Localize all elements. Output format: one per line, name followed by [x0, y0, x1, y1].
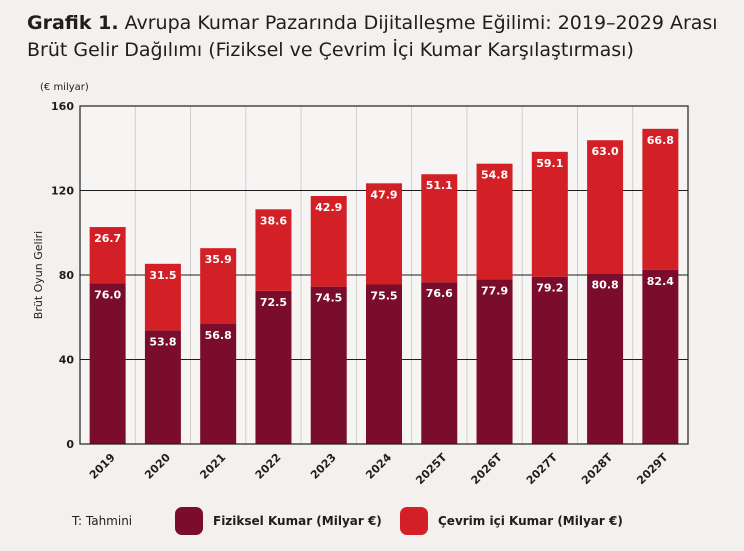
bars: [89, 128, 679, 444]
x-tick-label: 2025T: [413, 451, 449, 487]
data-label-online: 38.6: [260, 214, 287, 227]
data-label-online: 26.7: [94, 232, 121, 245]
bar-online: [587, 140, 624, 274]
bar-physical: [310, 286, 347, 444]
y-tick-label: 40: [59, 354, 75, 367]
data-label-physical: 53.8: [149, 335, 176, 348]
bar-physical: [366, 284, 402, 444]
data-label-physical: 75.5: [370, 290, 397, 303]
bar-online: [144, 263, 181, 331]
plot-frame: [79, 105, 689, 445]
y-tick-label: 0: [66, 438, 74, 451]
data-label-online: 66.8: [647, 134, 674, 147]
chart-title-lead: Grafik 1.: [27, 12, 119, 34]
y-tick-label: 160: [51, 100, 74, 113]
data-label-online: 31.5: [149, 269, 176, 282]
legend: T: Tahmini Fiziksel Kumar (Milyar €) Çev…: [0, 500, 744, 540]
x-tick-label: 2029T: [634, 451, 670, 487]
bar-online: [476, 163, 513, 280]
data-label-physical: 74.5: [315, 292, 342, 305]
bar-physical: [421, 282, 458, 444]
bar-physical: [642, 269, 679, 444]
bar-physical: [255, 290, 292, 444]
data-label-physical: 80.8: [592, 278, 619, 291]
data-label-online: 42.9: [315, 201, 342, 214]
bar-online: [642, 128, 679, 270]
bar-physical: [587, 273, 624, 444]
chart-title: Grafik 1. Avrupa Kumar Pazarında Dijital…: [27, 10, 727, 64]
data-labels: 76.0 26.7 53.8 31.5 56.8 35.9 72.5 38.6 74.5 42.9…: [94, 134, 674, 349]
unit-label: (€ milyar): [40, 82, 89, 93]
bar-online: [531, 151, 568, 277]
bar-physical: [89, 283, 126, 444]
bar-online: [200, 248, 237, 325]
bar-physical: [144, 330, 181, 444]
data-label-physical: 77.9: [481, 284, 508, 297]
data-label-physical: 82.4: [647, 275, 674, 288]
data-label-online: 59.1: [536, 157, 563, 170]
legend-label-physical: Fiziksel Kumar (Milyar €): [213, 514, 382, 528]
y-tick-label: 80: [59, 269, 75, 282]
x-tick-label: 2027T: [524, 451, 560, 487]
x-tick-label: 2021: [197, 451, 228, 482]
data-label-online: 63.0: [592, 145, 619, 158]
x-tick-label: 2023: [308, 451, 339, 482]
data-label-online: 35.9: [205, 253, 232, 266]
stacked-bar-chart: 76.0 26.7 53.8 31.5 56.8 35.9 72.5 38.6 74.5 42.9…: [32, 100, 689, 487]
data-label-online: 47.9: [370, 188, 397, 201]
data-label-physical: 72.5: [260, 296, 287, 309]
x-tick-label: 2026T: [469, 451, 505, 487]
forecast-note: T: Tahmini: [72, 514, 133, 528]
legend-label-online: Çevrim içi Kumar (Milyar €): [438, 514, 623, 528]
bar-online: [255, 209, 292, 291]
data-label-physical: 76.0: [94, 288, 121, 301]
bar-physical: [531, 276, 568, 444]
legend-swatch-online: [400, 507, 428, 535]
bar-physical: [200, 324, 237, 444]
data-label-online: 54.8: [481, 169, 508, 182]
data-label-physical: 76.6: [426, 287, 453, 300]
data-label-physical: 79.2: [536, 282, 563, 295]
chart-title-text: Avrupa Kumar Pazarında Dijitalleşme Eğil…: [27, 12, 718, 61]
y-tick-label: 120: [51, 185, 74, 198]
bar-online: [310, 195, 347, 287]
data-label-physical: 56.8: [205, 329, 232, 342]
x-tick-label: 2022: [253, 451, 284, 482]
bar-online: [89, 227, 126, 284]
x-tick-label: 2028T: [579, 451, 615, 487]
bar-online: [421, 174, 458, 283]
y-axis-title: Brüt Oyun Geliri: [32, 231, 45, 319]
legend-swatch-physical: [175, 507, 203, 535]
x-tick-label: 2020: [142, 451, 173, 482]
bar-physical: [476, 279, 513, 444]
bar-online: [366, 183, 402, 285]
data-label-online: 51.1: [426, 179, 453, 192]
x-tick-label: 2024: [363, 451, 394, 482]
x-tick-label: 2019: [87, 451, 118, 482]
